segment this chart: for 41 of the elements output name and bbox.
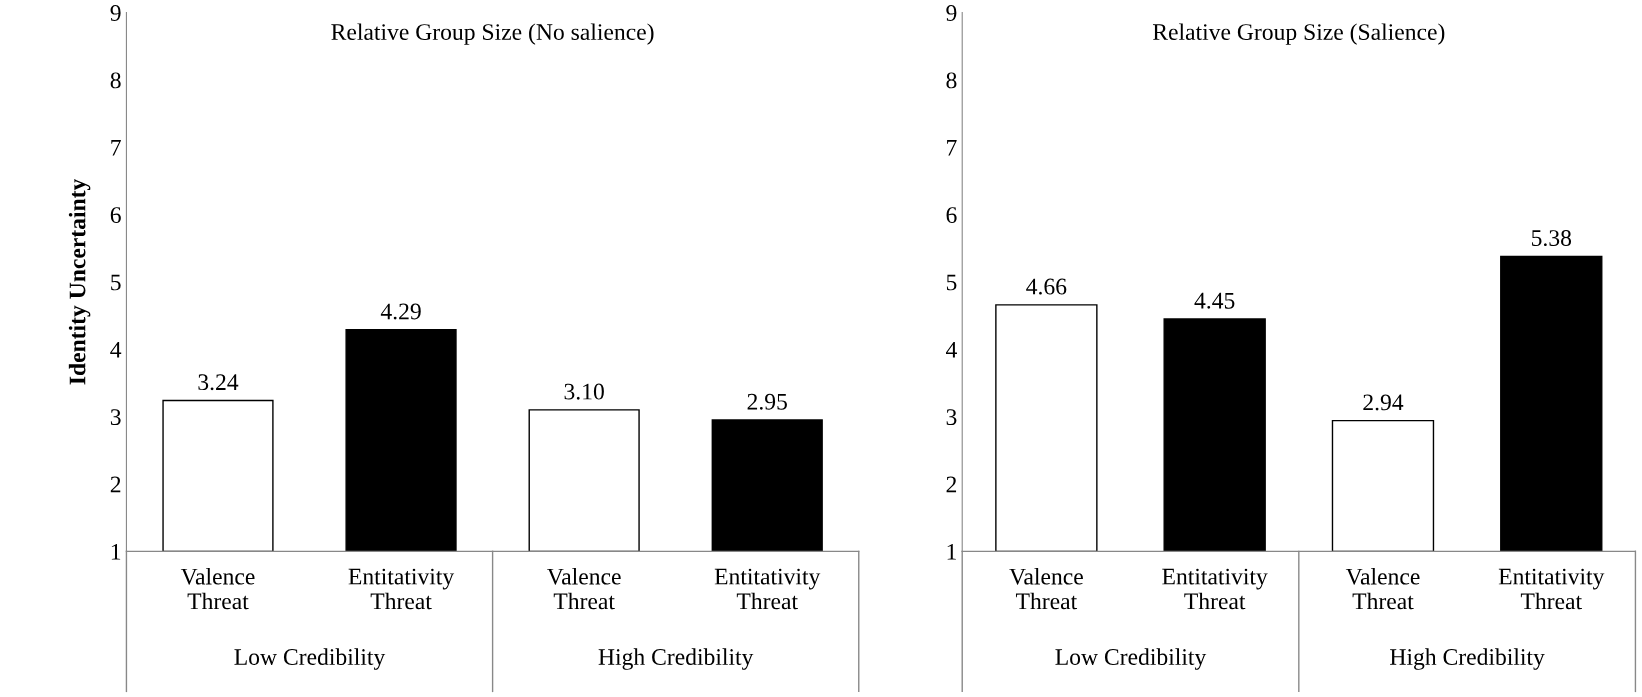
y-tick-label: 6: [946, 207, 957, 224]
y-tick-label: 8: [110, 72, 121, 89]
y-tick-label: 7: [111, 139, 121, 156]
text: Low Credibility: [1055, 648, 1207, 670]
data-label: 4.29: [380, 303, 421, 320]
y-tick-label: 7: [947, 139, 957, 156]
data-label: 3.10: [564, 383, 604, 400]
x-tick-label: Entitativity Threat: [348, 568, 455, 610]
y-tick-label: 2: [110, 476, 121, 493]
y-axis-title: Identity Uncertainty: [68, 178, 91, 385]
data-label: 2.95: [747, 393, 787, 410]
x-tick-label: Entitativity Threat: [714, 568, 821, 610]
y-tick-label: 8: [946, 72, 957, 89]
text: High Credibility: [598, 648, 754, 670]
x-tick-label: Valence Threat: [547, 567, 621, 610]
text: High Credibility: [1390, 648, 1545, 670]
data-label: 5.38: [1531, 230, 1572, 247]
data-label: 3.24: [198, 374, 239, 391]
chart-title: Relative Group Size (Salience): [1152, 23, 1445, 45]
data-label: 4.45: [1194, 292, 1235, 309]
y-tick-label: 5: [111, 274, 121, 291]
x-tick-label: Entitativity Threat: [1162, 568, 1268, 610]
y-tick-label: 9: [946, 5, 957, 21]
y-tick-label: 4: [110, 341, 122, 358]
data-label: 2.94: [1363, 394, 1404, 411]
y-tick-label: 2: [946, 476, 957, 493]
y-tick-label: 3: [110, 409, 121, 426]
chart-title: Relative Group Size (No salience): [331, 23, 654, 45]
y-tick-label: 4: [946, 341, 957, 358]
x-tick-label: Valence Threat: [1345, 567, 1420, 610]
y-tick-label: 1: [947, 543, 956, 560]
y-tick-label: 3: [946, 409, 957, 426]
y-tick-label: 9: [110, 5, 121, 21]
x-tick-label: Valence Threat: [1009, 567, 1083, 610]
y-tick-label: 5: [946, 274, 957, 291]
x-tick-label: Entitativity Threat: [1498, 568, 1605, 610]
x-tick-label: Valence Threat: [180, 567, 255, 610]
y-tick-label: 6: [110, 207, 121, 224]
y-tick-label: 1: [111, 543, 121, 560]
data-label: 4.66: [1026, 278, 1067, 295]
text: Low Credibility: [234, 648, 386, 670]
